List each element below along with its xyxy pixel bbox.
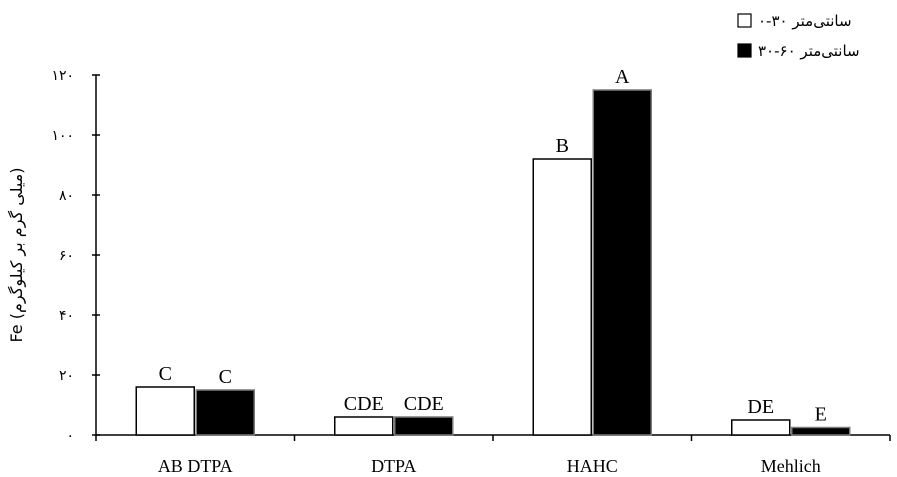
y-tick-label: ۶۰ (59, 248, 74, 264)
bar-label: CDE (404, 393, 444, 415)
bar-label: B (556, 135, 569, 157)
bar (791, 426, 851, 436)
bars (135, 89, 851, 436)
x-tick-label: Mehlich (761, 456, 821, 476)
y-axis-label: Fe (میلی گرم بر کیلوگرم) (7, 167, 27, 342)
x-tick-label: DTPA (371, 456, 416, 476)
bar-label: E (815, 404, 827, 426)
bar (394, 416, 454, 436)
legend-swatch (737, 13, 752, 28)
bar (731, 419, 791, 436)
bar (135, 386, 195, 436)
bar (592, 89, 652, 436)
bar-label: A (615, 66, 630, 88)
x-tick-label: HAHC (567, 456, 618, 476)
labels: AB DTPA DTPA HAHC Mehlich C CDE B DE C CDE A E (158, 66, 827, 476)
y-tick-label: ۰ (66, 428, 74, 444)
y-tick-label: ۸۰ (59, 188, 74, 204)
y-tick-label: ۱۰۰ (51, 128, 74, 144)
bar-label: DE (747, 396, 774, 418)
bar (195, 389, 255, 436)
legend-swatch (737, 43, 752, 58)
y-tick-label: ۴۰ (59, 308, 74, 324)
bar (532, 158, 592, 436)
bar-label: C (219, 366, 232, 388)
y-tick-label: ۲۰ (59, 368, 74, 384)
bar-label: CDE (344, 393, 384, 415)
bar-label: C (159, 363, 172, 385)
legend: ۰-۳۰ سانتی‌متر ۳۰-۶۰ سانتی‌متر (737, 12, 860, 60)
legend-label: ۰-۳۰ سانتی‌متر (758, 12, 852, 30)
bar (334, 416, 394, 436)
x-tick-label: AB DTPA (158, 456, 233, 476)
y-tick-label: ۱۲۰ (51, 68, 74, 84)
legend-label: ۳۰-۶۰ سانتی‌متر (758, 42, 860, 60)
